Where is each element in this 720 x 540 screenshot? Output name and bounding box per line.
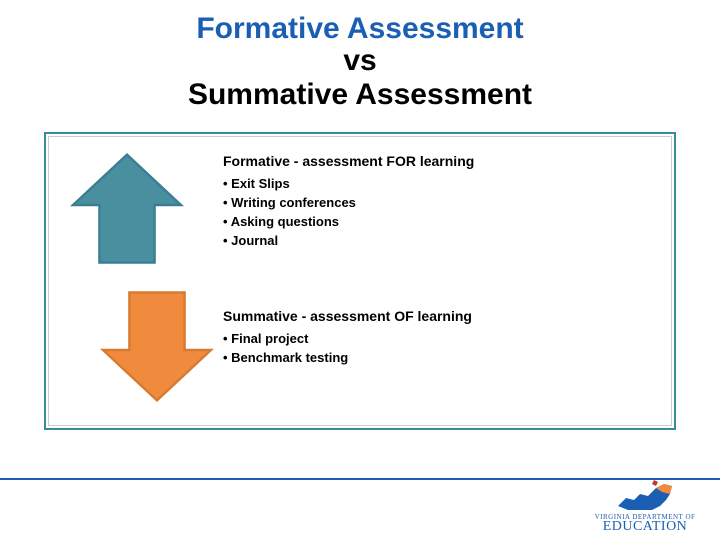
arrow-up-path bbox=[73, 155, 181, 263]
summative-text: Summative - assessment OF learning Final… bbox=[217, 284, 472, 368]
formative-heading: Formative - assessment FOR learning bbox=[223, 153, 474, 169]
logo-line2: EDUCATION bbox=[590, 521, 700, 534]
vdoe-logo: VIRGINIA DEPARTMENT OF EDUCATION bbox=[590, 480, 700, 534]
arrow-up-icon bbox=[67, 151, 187, 271]
content-frame: Formative - assessment FOR learning Exit… bbox=[44, 132, 676, 430]
slide-title: Formative Assessment vs Summative Assess… bbox=[0, 0, 720, 112]
summative-section: Summative - assessment OF learning Final… bbox=[67, 284, 653, 409]
list-item: Exit Slips bbox=[223, 175, 474, 194]
logo-text: VIRGINIA DEPARTMENT OF EDUCATION bbox=[590, 513, 700, 534]
cardinal-icon bbox=[652, 480, 658, 486]
title-vs: vs bbox=[0, 44, 720, 78]
virginia-map-icon bbox=[616, 480, 676, 514]
formative-bullets: Exit Slips Writing conferences Asking qu… bbox=[223, 175, 474, 250]
up-arrow-container bbox=[67, 151, 217, 276]
arrow-down-path bbox=[103, 292, 211, 400]
summative-heading: Summative - assessment OF learning bbox=[223, 308, 472, 324]
list-item: Final project bbox=[223, 330, 472, 349]
list-item: Writing conferences bbox=[223, 194, 474, 213]
content-frame-inner: Formative - assessment FOR learning Exit… bbox=[48, 136, 672, 426]
summative-bullets: Final project Benchmark testing bbox=[223, 330, 472, 368]
list-item: Asking questions bbox=[223, 213, 474, 232]
formative-text: Formative - assessment FOR learning Exit… bbox=[217, 151, 474, 250]
formative-section: Formative - assessment FOR learning Exit… bbox=[67, 151, 653, 276]
list-item: Journal bbox=[223, 232, 474, 251]
arrow-down-icon bbox=[97, 284, 217, 404]
title-line1: Formative Assessment bbox=[0, 12, 720, 46]
title-line2: Summative Assessment bbox=[0, 78, 720, 112]
down-arrow-container bbox=[67, 284, 217, 409]
list-item: Benchmark testing bbox=[223, 349, 472, 368]
